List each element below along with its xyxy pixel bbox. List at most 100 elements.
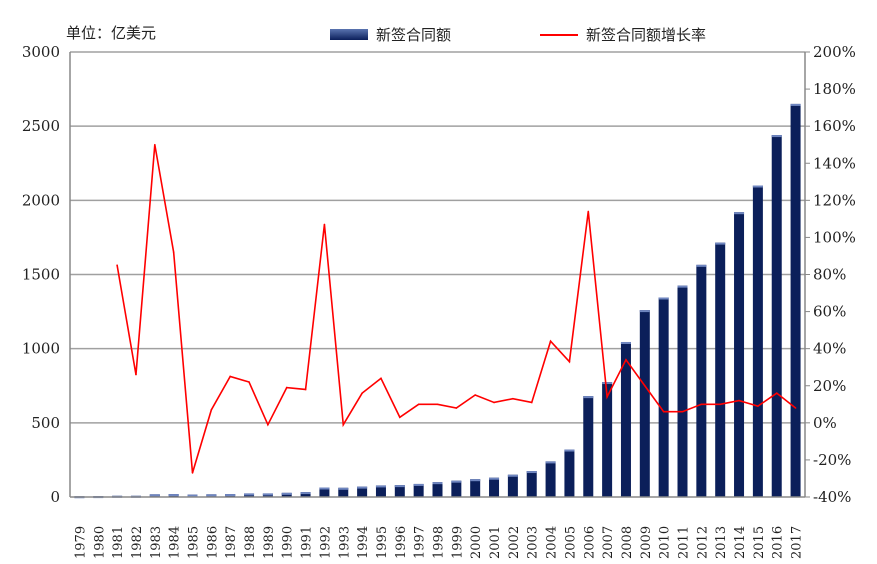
growth-point <box>530 401 533 404</box>
left-tick-label: 3000 <box>22 43 60 61</box>
left-tick-label: 2000 <box>22 191 60 209</box>
left-tick-label: 1500 <box>22 266 60 284</box>
bar <box>489 477 500 497</box>
bar-highlight <box>715 242 726 245</box>
bar-highlight <box>734 212 745 215</box>
right-tick-label: 120% <box>813 191 856 209</box>
bar <box>375 485 386 497</box>
left-tick-label: 1000 <box>22 340 60 358</box>
right-tick-label: 0% <box>813 414 837 432</box>
bar-highlight <box>771 135 782 138</box>
bar-highlight <box>168 494 179 497</box>
bar <box>281 492 292 497</box>
growth-point <box>757 405 759 407</box>
growth-point <box>568 360 571 363</box>
growth-point <box>399 416 401 419</box>
bar <box>602 382 613 497</box>
growth-point <box>775 392 778 394</box>
bar-highlight <box>338 487 349 490</box>
x-tick-label: 1980 <box>92 526 107 559</box>
bar <box>583 396 594 497</box>
x-tick-label: 1985 <box>187 526 202 559</box>
growth-point <box>229 375 231 378</box>
left-tick-label: 2500 <box>22 117 60 135</box>
x-tick-label: 1999 <box>450 526 465 559</box>
bar <box>696 264 707 497</box>
x-tick-label: 2017 <box>790 526 805 559</box>
x-tick-label: 2016 <box>771 526 786 559</box>
bar-highlight <box>451 480 462 483</box>
growth-point <box>794 407 797 409</box>
x-tick-label: 1979 <box>73 526 88 559</box>
growth-point <box>474 394 476 396</box>
growth-point <box>191 472 194 474</box>
x-tick-label: 2012 <box>695 526 710 559</box>
x-tick-label: 1995 <box>375 526 390 559</box>
bar <box>526 471 537 497</box>
growth-point <box>512 397 514 400</box>
bar <box>432 482 443 497</box>
bar <box>394 485 405 497</box>
right-tick-label: -20% <box>813 451 851 469</box>
left-tick-label: 500 <box>31 414 60 432</box>
right-tick-label: 60% <box>813 303 846 321</box>
bar-highlight <box>658 297 669 300</box>
bar-highlight <box>225 494 236 497</box>
bar-highlight <box>375 485 386 488</box>
x-tick-label: 1990 <box>281 526 296 559</box>
bar-highlight <box>583 396 594 399</box>
growth-point <box>135 373 137 376</box>
growth-point <box>267 423 269 426</box>
x-tick-label: 2003 <box>526 526 541 559</box>
x-tick-label: 1986 <box>205 526 220 559</box>
x-tick-label: 1982 <box>130 526 145 559</box>
legend-bar-label: 新签合同额 <box>376 26 452 44</box>
bar-highlight <box>281 492 292 495</box>
legend-line-label: 新签合同额增长率 <box>586 26 707 44</box>
x-tick-label: 1996 <box>394 526 409 559</box>
bar-highlight <box>696 264 707 267</box>
bar-highlight <box>564 449 575 452</box>
bar-highlight <box>526 471 537 474</box>
growth-point <box>323 223 326 226</box>
x-tick-label: 1993 <box>337 526 352 559</box>
bar-highlight <box>319 487 330 490</box>
x-tick-label: 2008 <box>620 526 635 559</box>
bar <box>790 103 801 498</box>
bar <box>620 341 631 497</box>
bar <box>752 185 763 497</box>
left-tick-label: 0 <box>50 488 60 506</box>
growth-point <box>587 210 590 213</box>
bar-highlight <box>432 482 443 485</box>
right-tick-label: -40% <box>813 488 851 506</box>
x-tick-label: 1989 <box>262 526 277 559</box>
x-tick-label: 1997 <box>413 526 428 559</box>
bar-highlight <box>507 474 518 477</box>
bar <box>357 486 368 497</box>
growth-point <box>493 401 495 404</box>
x-tick-label: 2009 <box>639 526 654 559</box>
bar-highlight <box>413 483 424 486</box>
x-tick-label: 2013 <box>714 526 729 559</box>
bar <box>677 285 688 497</box>
x-tick-label: 2001 <box>488 526 503 559</box>
bar-highlight <box>300 492 311 495</box>
right-tick-label: 140% <box>813 154 856 172</box>
x-tick-label: 2007 <box>601 526 616 559</box>
bar-highlight <box>262 493 273 496</box>
growth-point <box>662 410 665 413</box>
bar <box>658 297 669 497</box>
growth-point <box>644 384 646 387</box>
right-tick-label: 160% <box>813 117 856 135</box>
x-tick-label: 1992 <box>318 526 333 559</box>
growth-point <box>116 264 118 267</box>
bar <box>319 487 330 497</box>
growth-point <box>285 386 288 389</box>
x-tick-label: 2015 <box>752 526 767 559</box>
growth-point <box>455 407 458 409</box>
growth-point <box>342 423 345 426</box>
x-tick-label: 1991 <box>300 526 315 559</box>
bar <box>413 483 424 497</box>
x-tick-label: 1987 <box>224 526 239 559</box>
